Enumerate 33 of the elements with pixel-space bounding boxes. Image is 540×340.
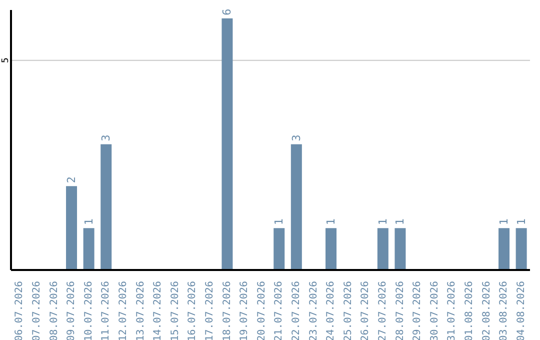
bar <box>326 228 337 270</box>
x-tick-label: 11.07.2026 <box>100 281 112 340</box>
x-tick-label: 13.07.2026 <box>135 281 146 340</box>
x-tick-label: 16.07.2026 <box>187 281 198 340</box>
x-tick-label: 17.07.2026 <box>204 281 216 340</box>
x-tick-label: 18.07.2026 <box>222 281 233 340</box>
data-label: 6 <box>220 8 234 16</box>
data-label: 1 <box>498 218 511 226</box>
bar <box>83 228 94 270</box>
data-label: 1 <box>324 218 338 226</box>
data-label: 1 <box>82 218 96 226</box>
x-tick-label: 14.07.2026 <box>152 281 164 340</box>
data-label: 1 <box>272 218 286 226</box>
y-tick-label: 5 <box>1 58 11 64</box>
bar <box>498 228 510 270</box>
data-label: 1 <box>394 218 407 226</box>
bar <box>394 228 406 270</box>
bar <box>516 228 527 270</box>
data-label: 1 <box>376 218 390 226</box>
x-tick-label: 19.07.2026 <box>239 281 250 340</box>
bar <box>377 228 388 270</box>
x-tick-label: 15.07.2026 <box>170 281 181 340</box>
x-tick-label: 10.07.2026 <box>83 281 94 340</box>
bar <box>100 144 112 270</box>
data-label: 2 <box>65 176 78 184</box>
bar <box>290 144 302 270</box>
data-label: 3 <box>290 134 303 142</box>
bar <box>66 186 78 270</box>
bar <box>222 18 233 270</box>
data-label: 1 <box>514 218 528 226</box>
bar <box>274 228 285 270</box>
x-tick-label: 12.07.2026 <box>118 281 129 340</box>
data-label: 3 <box>100 134 113 142</box>
